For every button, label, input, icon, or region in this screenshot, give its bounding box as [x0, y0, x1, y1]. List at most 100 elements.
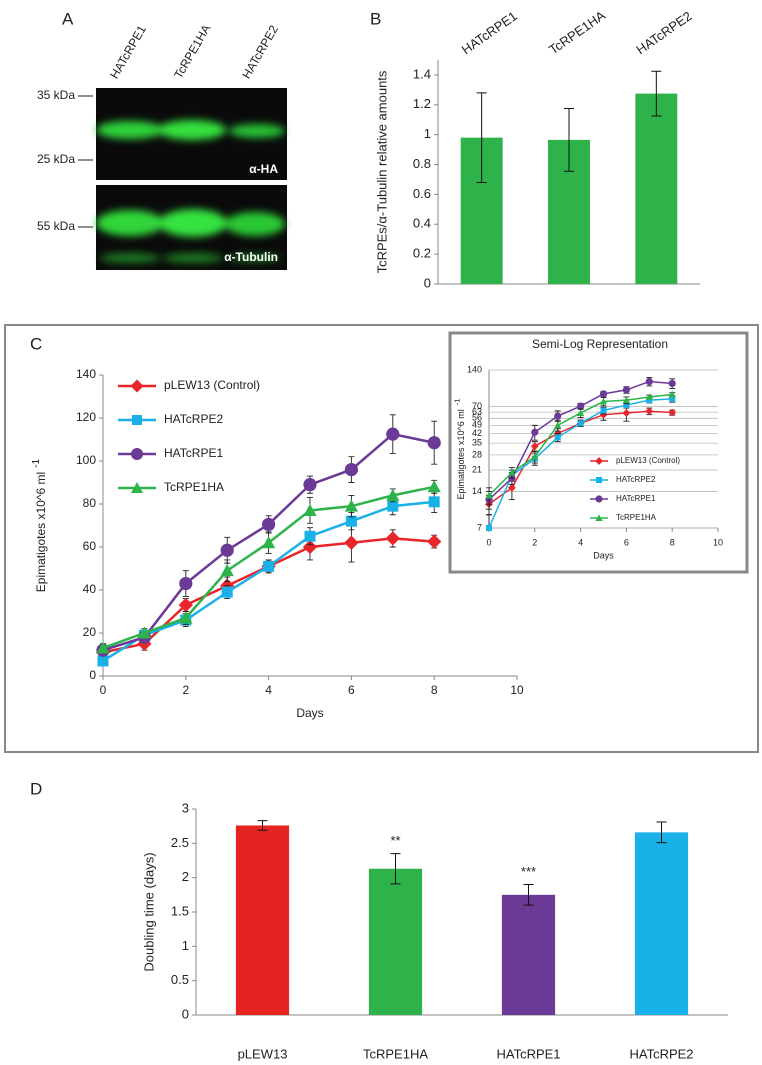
y-axis-label-superscript: -1 [31, 458, 42, 467]
legend-label: HATcRPE2 [164, 412, 223, 426]
lane-label: HATcRPE1 [107, 23, 149, 81]
point-marker [344, 499, 358, 512]
y-axis-label-text: Epimatigotes x10^6 ml [456, 409, 466, 499]
legend-marker [595, 514, 603, 521]
point-marker [554, 412, 562, 420]
y-tick-label: 20 [83, 625, 97, 639]
point-marker [262, 517, 276, 532]
error-bar [257, 820, 268, 831]
legend-label: HATcRPE1 [164, 446, 223, 460]
x-tick-label: 2 [182, 683, 189, 697]
point-marker [645, 407, 654, 416]
y-tick-label: 0.8 [413, 156, 431, 171]
y-tick-label: 1.4 [413, 66, 431, 81]
error-bar [651, 70, 662, 117]
panel-label: A [62, 9, 74, 28]
point-marker [96, 641, 110, 654]
significance-label: ** [390, 833, 400, 848]
point-marker [530, 442, 539, 451]
point-marker [645, 393, 653, 400]
point-marker [178, 597, 193, 613]
point-marker [599, 410, 608, 419]
panel-frame [4, 324, 759, 753]
y-tick-label: 49 [472, 420, 482, 430]
size-marker: 55 kDa [37, 219, 75, 233]
x-tick-label: 2 [532, 537, 537, 547]
bar [235, 825, 290, 1015]
category-label: HATcRPE2 [633, 8, 694, 57]
point-marker [669, 395, 676, 402]
point-marker [428, 496, 440, 508]
y-axis-label: Epimatigotes x10^6 ml -1 [453, 398, 467, 499]
y-tick-label: 140 [467, 364, 482, 374]
y-tick-label: 2 [182, 869, 189, 884]
antibody-label: α-HA [249, 162, 278, 176]
point-marker [622, 386, 631, 394]
point-marker [554, 434, 561, 441]
y-tick-label: 0 [182, 1006, 189, 1021]
series-line [102, 537, 435, 654]
point-marker [485, 491, 493, 499]
y-axis-label-text: Epimatigotes x10^6 ml [34, 472, 48, 592]
point-marker [645, 377, 653, 386]
lane-label: HATcRPE2 [239, 23, 281, 81]
y-tick-label: 1.2 [413, 96, 431, 111]
bar [368, 868, 423, 1015]
y-tick-label: 35 [472, 437, 482, 447]
point-marker [508, 483, 516, 492]
y-axis-label: Epimatigotes x10^6 ml -1 [31, 458, 48, 592]
y-tick-label: 7 [477, 522, 482, 532]
size-marker: 35 kDa [37, 88, 75, 102]
point-marker [622, 409, 631, 417]
y-tick-label: 60 [83, 539, 97, 553]
x-tick-label: 4 [578, 537, 583, 547]
panel-label: D [30, 779, 42, 798]
y-tick-label: 3 [182, 800, 189, 815]
x-tick-label: 10 [713, 537, 723, 547]
y-tick-label: 80 [83, 496, 97, 510]
legend-marker [131, 448, 143, 460]
error-bar [476, 92, 487, 183]
point-marker [303, 503, 317, 516]
point-marker [179, 576, 193, 591]
y-tick-label: 40 [83, 582, 97, 596]
x-tick-label: 10 [510, 683, 524, 697]
chart-title: Semi-Log Representation [532, 337, 668, 351]
point-marker [303, 478, 317, 492]
category-label: HATcRPE1 [459, 8, 520, 57]
error-bar [656, 821, 667, 844]
point-marker [577, 409, 585, 416]
point-marker [344, 535, 359, 550]
error-bar [564, 108, 574, 172]
point-marker [531, 453, 539, 460]
y-tick-label: 21 [472, 464, 482, 474]
y-tick-label: 0.6 [413, 186, 431, 201]
point-marker [302, 539, 318, 555]
point-marker [304, 530, 316, 542]
point-marker [137, 626, 151, 639]
inset-frame [448, 331, 749, 574]
category-label: TcRPE1HA [363, 1046, 428, 1061]
point-marker [220, 564, 234, 577]
category-label: HATcRPE1 [496, 1046, 560, 1061]
y-axis-label: TcRPEs/α-Tubulin relative amounts [374, 70, 389, 273]
y-tick-label: 140 [76, 367, 96, 381]
point-marker [600, 407, 607, 414]
y-axis-label-superscript: -1 [453, 398, 462, 405]
point-marker [623, 402, 630, 409]
point-marker [427, 480, 441, 493]
bar [501, 894, 556, 1015]
x-tick-label: 8 [431, 683, 438, 697]
size-marker: 25 kDa [37, 152, 75, 166]
category-label: TcRPE1HA [546, 8, 608, 58]
legend-marker [595, 495, 603, 503]
x-tick-label: 0 [486, 537, 491, 547]
y-tick-label: 1 [182, 938, 189, 953]
bar [635, 93, 678, 284]
x-axis-label: Days [296, 706, 323, 720]
point-marker [668, 390, 676, 398]
y-tick-label: 1.5 [171, 903, 189, 918]
y-tick-label: 42 [472, 428, 482, 438]
